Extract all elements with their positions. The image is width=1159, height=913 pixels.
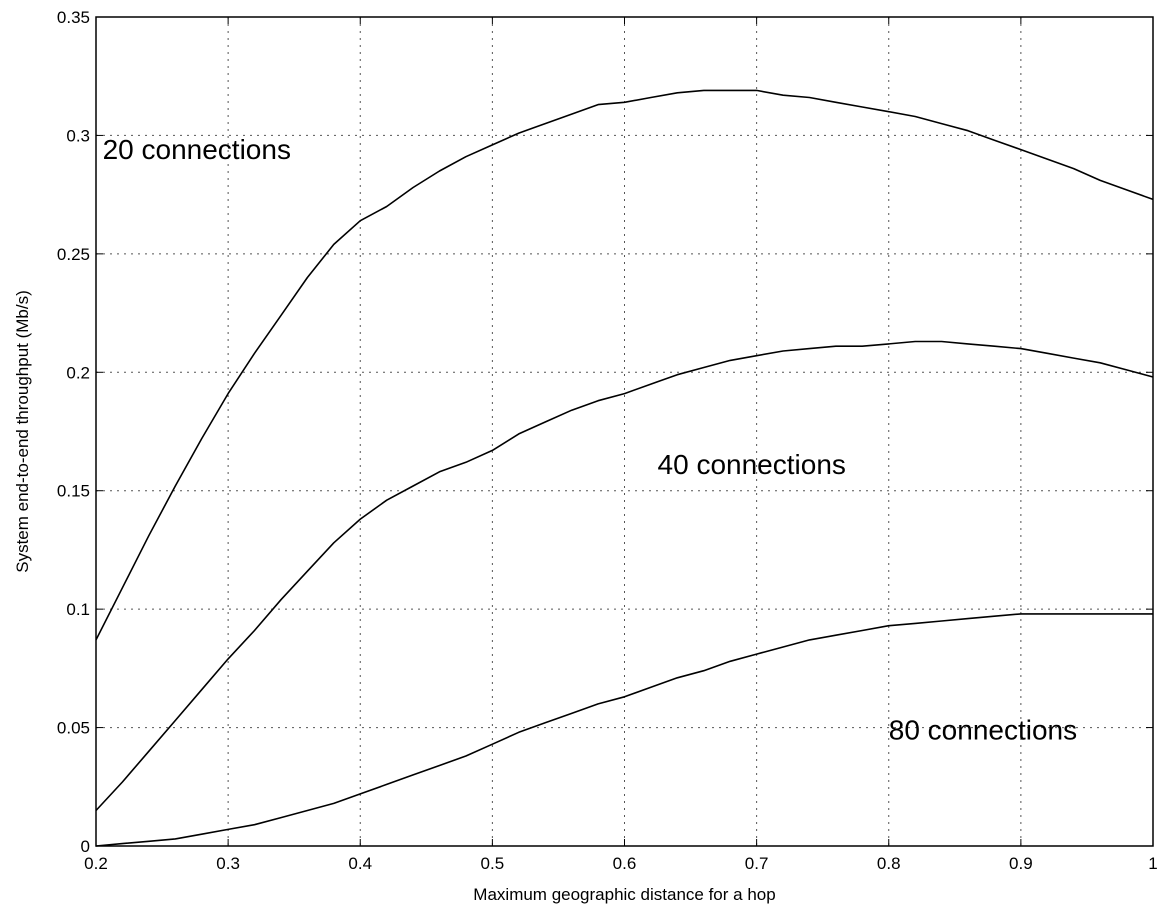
series-line-2	[95, 340, 1154, 812]
x-tick-label: 0.7	[745, 854, 769, 873]
x-tick-label: 0.2	[84, 854, 108, 873]
x-axis-label: Maximum geographic distance for a hop	[473, 885, 775, 904]
y-tick-label: 0.1	[66, 600, 90, 619]
x-tick-label: 0.3	[216, 854, 240, 873]
x-tick-label: 0.4	[348, 854, 372, 873]
x-tick-label: 0.5	[481, 854, 505, 873]
series-line-3	[95, 613, 1153, 847]
x-tick-label: 1	[1148, 854, 1157, 873]
series-annotation: 20 connections	[103, 134, 291, 165]
tick-labels: 0.2 0.3 0.4 0.5 0.6 0.7 0.8 0.9 1 0 0.05 0.1 0.15 0.2…	[57, 8, 1158, 873]
series-annotation: 40 connections	[658, 449, 846, 480]
x-tick-label: 0.9	[1009, 854, 1033, 873]
series-annotation: 80 connections	[889, 714, 1077, 745]
x-tick-label: 0.6	[613, 854, 637, 873]
y-tick-label: 0	[81, 837, 90, 856]
grid	[96, 17, 1153, 846]
series-group	[95, 89, 1154, 847]
x-tick-label: 0.8	[877, 854, 901, 873]
y-axis-label: System end-to-end throughput (Mb/s)	[13, 290, 32, 573]
y-tick-label: 0.05	[57, 719, 90, 738]
y-tick-label: 0.25	[57, 245, 90, 264]
y-tick-label: 0.15	[57, 482, 90, 501]
y-tick-label: 0.35	[57, 8, 90, 27]
y-tick-label: 0.2	[66, 363, 90, 382]
series-line-1	[95, 89, 1154, 641]
annotations: 20 connections 40 connections 80 connectio…	[103, 134, 1078, 745]
y-tick-label: 0.3	[66, 126, 90, 145]
